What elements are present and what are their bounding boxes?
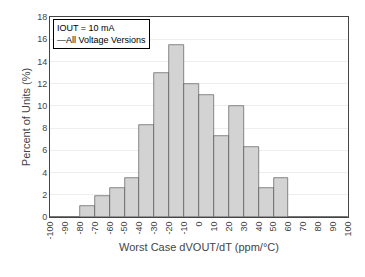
- svg-text:-60: -60: [105, 222, 115, 235]
- svg-text:60: 60: [283, 222, 293, 232]
- svg-text:16: 16: [37, 34, 47, 44]
- svg-text:30: 30: [239, 222, 249, 232]
- svg-text:-30: -30: [149, 222, 159, 235]
- svg-text:10: 10: [37, 101, 47, 111]
- svg-text:80: 80: [313, 222, 323, 232]
- svg-text:8: 8: [42, 123, 47, 133]
- svg-text:-40: -40: [134, 222, 144, 235]
- svg-text:90: 90: [328, 222, 338, 232]
- svg-text:-80: -80: [75, 222, 85, 235]
- svg-text:0: 0: [194, 222, 204, 227]
- svg-text:-100: -100: [45, 222, 55, 240]
- svg-text:14: 14: [37, 57, 47, 67]
- svg-text:Percent of Units (%): Percent of Units (%): [20, 68, 32, 166]
- svg-text:6: 6: [42, 145, 47, 155]
- svg-text:2: 2: [42, 190, 47, 200]
- svg-text:10: 10: [209, 222, 219, 232]
- svg-text:100: 100: [343, 222, 353, 237]
- svg-text:0: 0: [42, 212, 47, 222]
- svg-text:IOUT = 10 mA—All Voltage Versi: IOUT = 10 mA—All Voltage Versions: [57, 23, 146, 45]
- svg-text:-90: -90: [60, 222, 70, 235]
- svg-text:4: 4: [42, 168, 47, 178]
- svg-text:20: 20: [224, 222, 234, 232]
- svg-text:-50: -50: [119, 222, 129, 235]
- svg-text:12: 12: [37, 79, 47, 89]
- svg-text:50: 50: [268, 222, 278, 232]
- svg-text:18: 18: [37, 12, 47, 22]
- svg-text:70: 70: [298, 222, 308, 232]
- svg-text:-70: -70: [90, 222, 100, 235]
- svg-text:-10: -10: [179, 222, 189, 235]
- svg-text:Worst Case dVOUT/dT (ppm/°C): Worst Case dVOUT/dT (ppm/°C): [119, 241, 279, 253]
- svg-text:-20: -20: [164, 222, 174, 235]
- svg-text:40: 40: [254, 222, 264, 232]
